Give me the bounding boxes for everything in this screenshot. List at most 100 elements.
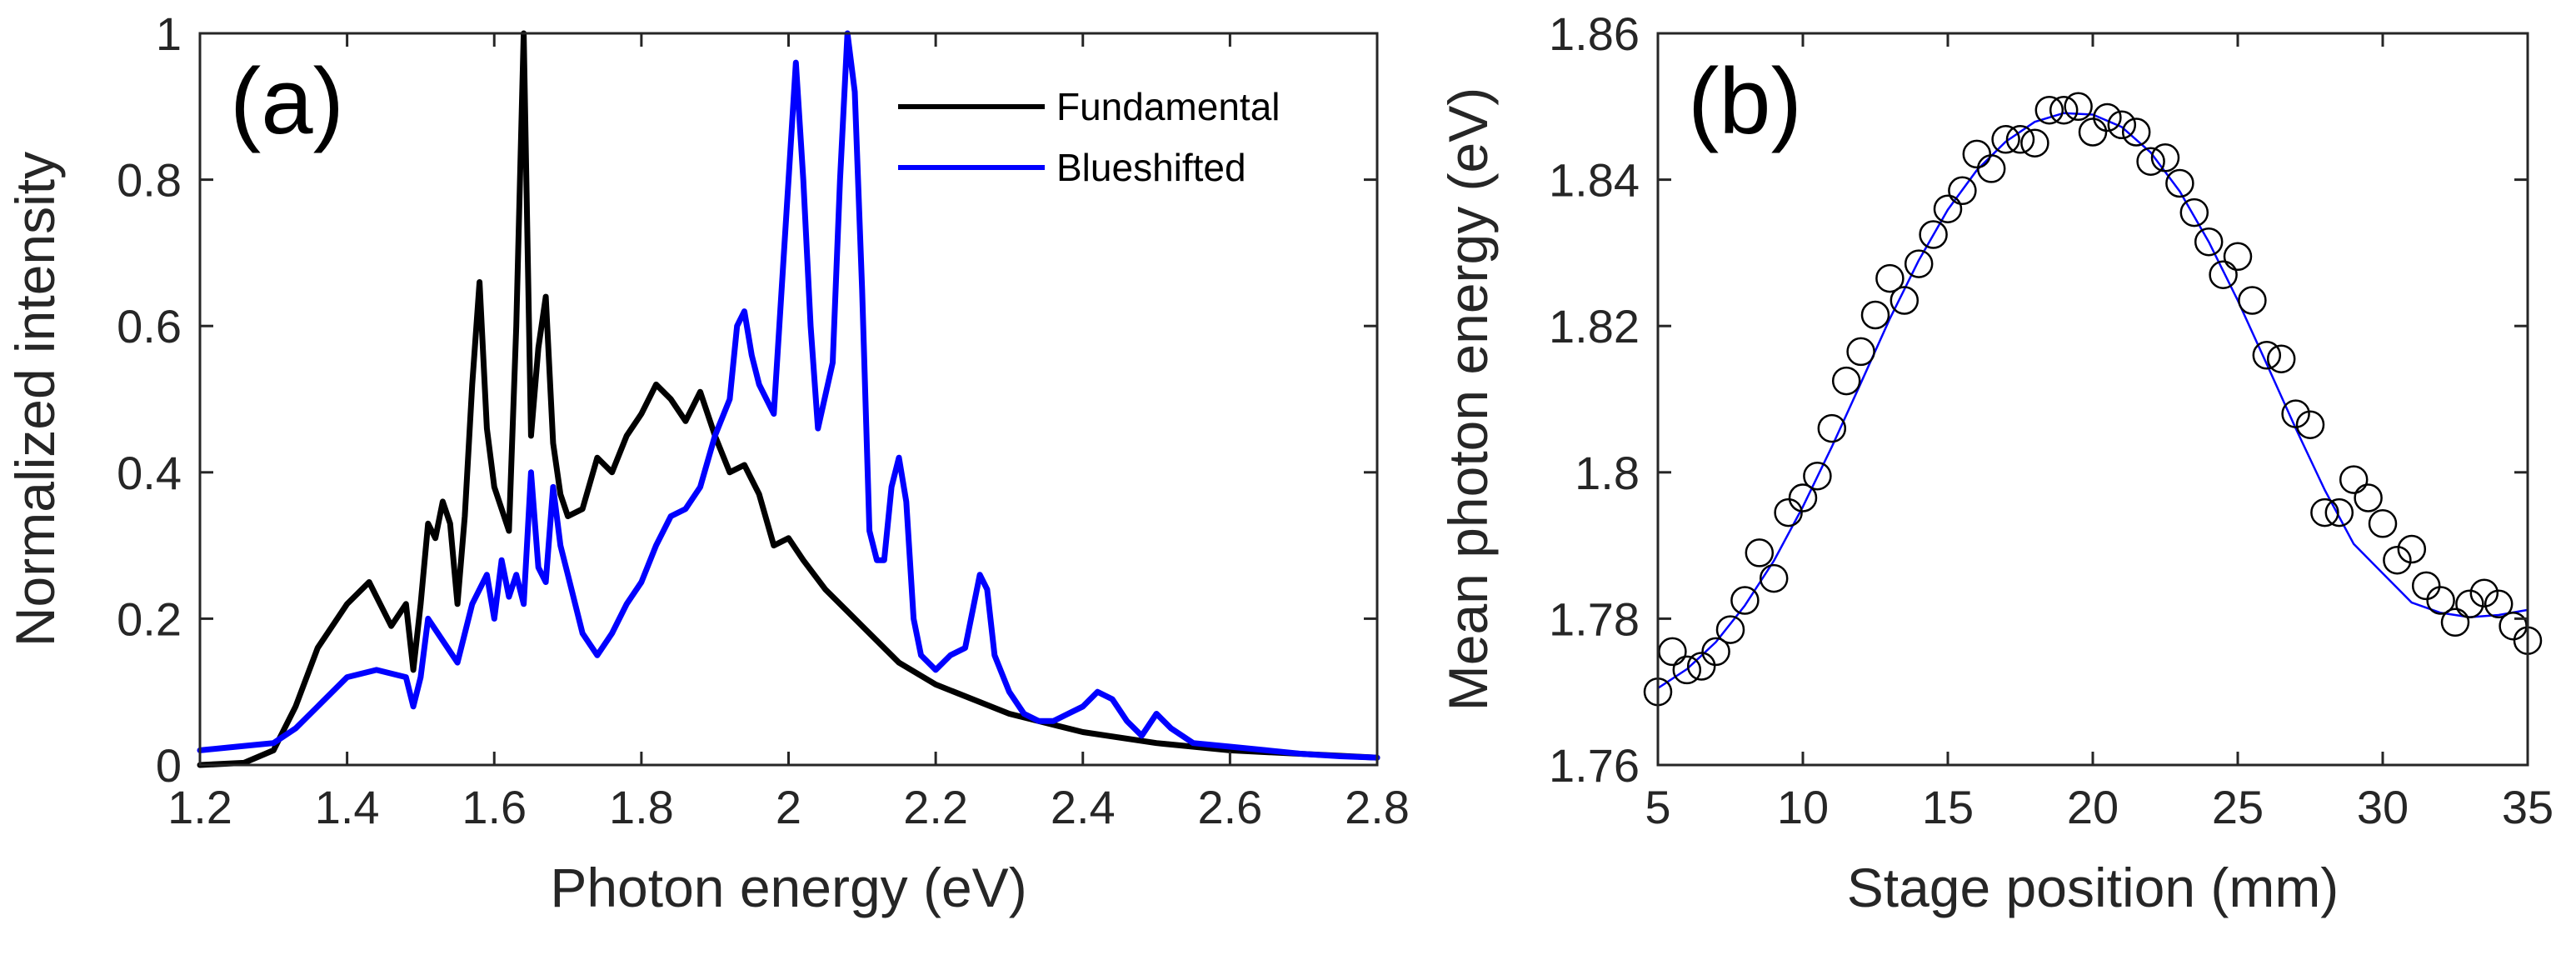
data-point [2266,344,2296,373]
y-tick-label: 0 [156,739,182,792]
x-tick-label: 2.8 [1345,781,1410,833]
data-point [1658,637,1687,667]
data-point [1672,655,1702,685]
x-tick-label: 2.2 [903,781,968,833]
data-point [1715,615,1745,644]
panel-a-ticks: 1.2 1.4 1.6 1.8 2 2.2 2.4 2.6 2.8 0 0.2 0.4 0.6 0.8 1 [117,8,1410,833]
data-point [2397,534,2427,564]
y-tick-label: 1.76 [1549,739,1640,792]
data-point [2238,286,2267,315]
x-tick-label: 2.4 [1051,781,1116,833]
data-point [2020,128,2049,158]
data-point [2150,143,2180,172]
data-point [2281,399,2310,428]
data-point [1817,413,1847,443]
x-tick-label: 25 [2212,781,2264,833]
series-line-blueshifted [197,30,1380,761]
data-point [1890,286,1920,315]
x-tick-label: 20 [2067,781,2119,833]
data-point [1774,498,1803,528]
data-point [2078,118,2108,147]
data-point [2484,589,2514,619]
y-tick-label: 1.82 [1549,300,1640,352]
data-point [2383,545,2412,575]
data-point [1803,461,1832,491]
data-point [1860,300,1890,330]
data-point [1962,139,1992,169]
data-point [2049,95,2079,125]
data-point [2136,147,2165,176]
x-tick-label: 2 [776,781,801,833]
panel-a-x-axis-label: Photon energy (eV) [550,857,1026,918]
x-tick-label: 5 [1645,781,1670,833]
legend-label-fundamental: Fundamental [1056,85,1281,128]
data-point [1948,176,1977,206]
panel-b-chart: 5 10 15 20 25 30 35 1.76 1.78 1.8 1.82 1.84 1.86 (b)… [1437,8,2554,918]
data-point [1976,154,2006,183]
data-point [2121,118,2151,147]
data-point [2165,168,2194,198]
data-point [2339,465,2369,494]
data-point [1875,263,1905,293]
panel-b-x-axis-label: Stage position (mm) [1847,857,2339,918]
panel-a-label: (a) [230,49,344,153]
data-point [1745,538,1775,568]
data-point [2179,198,2209,228]
x-tick-label: 35 [2502,781,2554,833]
data-point [2064,92,2093,122]
data-point [2093,102,2122,132]
x-tick-label: 15 [1922,781,1974,833]
y-tick-label: 1.78 [1549,592,1640,645]
data-point [1686,652,1716,681]
panel-b-label: (b) [1688,49,1802,153]
data-point [2194,227,2224,257]
x-tick-label: 1.4 [315,781,380,833]
data-point [2310,498,2339,528]
series-line-fundamental [197,30,1380,768]
data-point [2499,611,2528,641]
fit-line [1657,112,2529,689]
y-tick-label: 1.84 [1549,154,1640,207]
y-tick-label: 1.86 [1549,8,1640,60]
panel-a-chart: 1.2 1.4 1.6 1.8 2 2.2 2.4 2.6 2.800.20.40.60.81 … [4,8,1410,918]
data-point [1759,563,1789,593]
data-point [2209,260,2238,289]
data-point [2107,110,2137,140]
data-point [2005,125,2035,154]
y-tick-label: 0.2 [117,592,182,645]
data-point [2440,608,2470,638]
data-point [1933,194,1963,223]
data-point [2223,242,2253,272]
panel-a-series [197,30,1380,768]
data-point [1730,586,1760,615]
panel-a-y-axis-label: Normalized intensity [4,152,66,647]
data-point [1831,366,1861,396]
data-point [2368,509,2398,538]
x-tick-label: 10 [1777,781,1829,833]
panel-b-ticks: 5 10 15 20 25 30 35 1.76 1.78 1.8 1.82 1.84 1.86 [1549,8,2554,833]
x-tick-label: 1.6 [462,781,527,833]
data-point [1846,337,1875,367]
data-point [2469,578,2499,608]
x-tick-label: 1.2 [167,781,232,833]
data-point [1701,637,1730,667]
panel-a-legend: Fundamental Blueshifted [898,85,1281,189]
y-tick-label: 0.6 [117,300,182,352]
data-point [1991,125,2020,154]
x-tick-label: 2.6 [1197,781,1262,833]
x-tick-label: 1.8 [609,781,674,833]
data-point [2295,410,2325,439]
data-point [2324,498,2354,528]
legend-label-blueshifted: Blueshifted [1056,146,1246,189]
data-point [1904,249,1934,278]
panel-b-y-axis-label: Mean photon energy (eV) [1437,88,1499,711]
data-point [2455,589,2484,619]
data-point [2411,571,2441,601]
data-point [2034,95,2064,125]
data-point [1919,220,1948,249]
data-point [2252,341,2282,370]
x-tick-label: 30 [2357,781,2409,833]
data-point [2426,586,2455,615]
y-tick-label: 1.8 [1575,447,1640,499]
